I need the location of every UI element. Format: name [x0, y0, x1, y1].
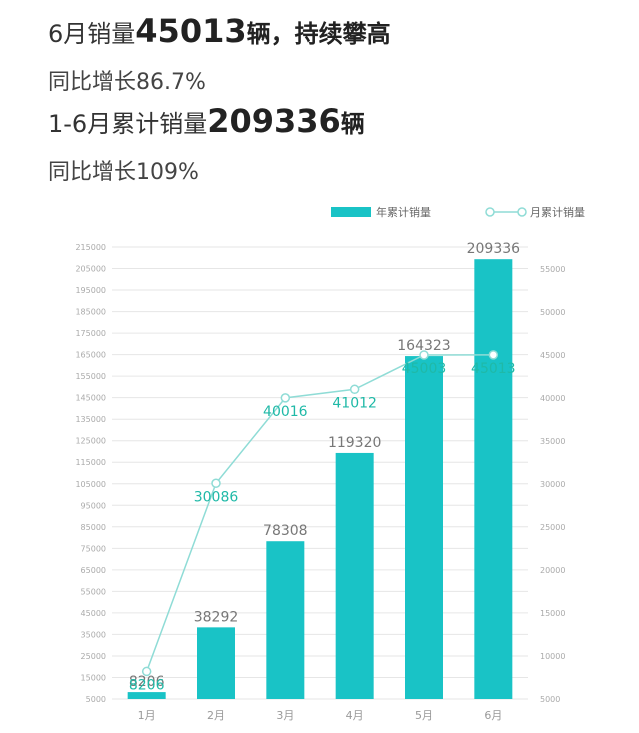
- left-tick-label: 175000: [75, 329, 106, 338]
- right-tick-label: 45000: [540, 351, 565, 360]
- left-tick-label: 65000: [81, 566, 106, 575]
- right-tick-label: 20000: [540, 566, 565, 575]
- headline-monthly-growth: 同比增长86.7%: [48, 70, 206, 95]
- headline-cumulative-growth: 同比增长109%: [48, 160, 199, 185]
- bar: [405, 356, 443, 699]
- line-point: [488, 350, 499, 360]
- legend-bar-swatch: [331, 207, 371, 217]
- x-axis-ticks: 1月 2月 3月 4月 5月 6月: [138, 709, 503, 722]
- x-tick-label: 5月: [415, 709, 433, 722]
- left-tick-label: 35000: [81, 630, 106, 639]
- x-tick-label: 6月: [484, 709, 502, 722]
- line-point: [280, 393, 291, 403]
- left-tick-label: 15000: [81, 673, 106, 682]
- left-axis-ticks: 5000 15000 25000 35000 45000 55000 65000 75000 8…: [75, 243, 106, 704]
- headline-cumulative-unit: 辆: [340, 110, 365, 138]
- headline-monthly-sales: 6月销量45013辆，持续攀高: [48, 12, 391, 50]
- headline-cumulative-sales: 1-6月累计销量209336辆: [48, 102, 365, 140]
- legend-line-marker: [517, 207, 527, 217]
- left-tick-label: 115000: [75, 458, 106, 467]
- right-tick-label: 35000: [540, 437, 565, 446]
- line-value-label: 8206: [129, 677, 165, 693]
- bar: [335, 452, 374, 699]
- left-tick-label: 165000: [75, 351, 106, 360]
- bar-series: 8206 38292 78308 119320 164323 209336: [127, 241, 521, 699]
- bar: [474, 259, 513, 699]
- left-tick-label: 215000: [75, 243, 106, 252]
- bar: [127, 692, 166, 699]
- headline-cumulative-number: 209336: [207, 102, 341, 140]
- bar-value-label: 164323: [397, 338, 450, 354]
- legend-line-marker: [485, 207, 495, 217]
- right-tick-label: 15000: [540, 609, 565, 618]
- x-tick-label: 3月: [276, 709, 294, 722]
- legend-bar-label: 年累计销量: [376, 205, 431, 219]
- left-tick-label: 195000: [75, 286, 106, 295]
- line-point: [211, 478, 221, 489]
- bar-value-label: 38292: [194, 609, 239, 625]
- left-tick-label: 45000: [81, 609, 106, 618]
- right-axis-ticks: 5000 10000 15000 20000 25000 30000 35000 40000 4…: [540, 265, 565, 704]
- line-value-label: 45013: [471, 361, 516, 377]
- right-tick-label: 5000: [540, 695, 560, 704]
- right-tick-label: 25000: [540, 523, 565, 532]
- bar: [197, 627, 235, 699]
- bar: [266, 541, 305, 699]
- line-point: [419, 350, 429, 360]
- x-tick-label: 1月: [138, 709, 156, 722]
- headline-monthly-suffix: ，持续攀高: [270, 20, 391, 48]
- x-tick-label: 2月: [207, 709, 225, 722]
- bar-value-label: 8206: [129, 674, 165, 690]
- left-tick-label: 205000: [75, 265, 106, 274]
- line-value-label: 40016: [263, 404, 308, 420]
- headline-monthly-number: 45013: [135, 12, 247, 50]
- left-tick-label: 75000: [81, 544, 106, 553]
- headline-monthly-prefix: 6月销量: [48, 20, 136, 48]
- line-series: 8206 30086 40016 41012 45003 45013: [129, 350, 516, 693]
- line-value-label: 41012: [332, 395, 377, 411]
- x-tick-label: 4月: [346, 709, 364, 722]
- left-tick-label: 85000: [81, 523, 106, 532]
- headline-monthly-unit: 辆: [246, 20, 271, 48]
- bar-value-label: 209336: [467, 241, 521, 257]
- left-tick-label: 155000: [75, 372, 106, 381]
- right-tick-label: 40000: [540, 394, 565, 403]
- right-tick-label: 55000: [540, 265, 565, 274]
- chart-grid: [112, 246, 528, 700]
- headline-cumulative-prefix: 1-6月累计销量: [48, 110, 208, 138]
- line-value-label: 45003: [402, 361, 447, 377]
- series-line: [145, 354, 494, 672]
- left-tick-label: 105000: [75, 480, 106, 489]
- left-tick-label: 55000: [81, 587, 106, 596]
- left-tick-label: 5000: [86, 695, 106, 704]
- bar-value-label: 78308: [263, 523, 308, 539]
- line-value-label: 30086: [194, 489, 239, 505]
- left-tick-label: 135000: [75, 415, 106, 424]
- left-tick-label: 95000: [81, 501, 106, 510]
- chart-legend: 年累计销量 月累计销量: [331, 205, 585, 219]
- legend-line-label: 月累计销量: [530, 205, 585, 219]
- line-point: [349, 384, 360, 395]
- left-tick-label: 185000: [75, 308, 106, 317]
- right-tick-label: 50000: [540, 308, 565, 317]
- bar-value-label: 119320: [328, 435, 381, 451]
- left-tick-label: 125000: [75, 437, 106, 446]
- left-tick-label: 145000: [75, 394, 106, 403]
- left-tick-label: 25000: [81, 652, 106, 661]
- line-point: [141, 666, 152, 677]
- right-tick-label: 10000: [540, 652, 565, 661]
- right-tick-label: 30000: [540, 480, 565, 489]
